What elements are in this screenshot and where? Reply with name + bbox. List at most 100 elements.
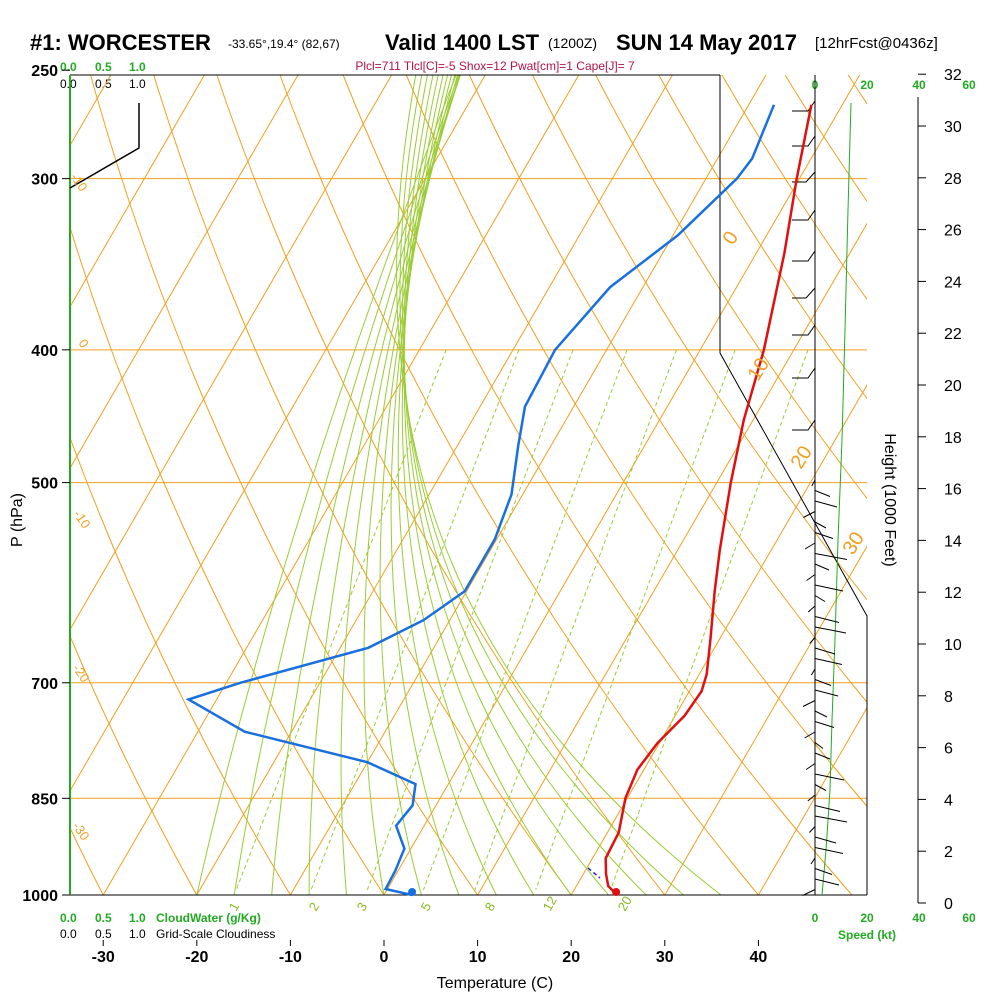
dry-adiabat-label-2: -20 (70, 661, 93, 685)
wind-speed-label: Speed (kt) (838, 928, 896, 942)
cloudiness-profile (69, 103, 140, 189)
plot-frame (69, 74, 868, 896)
dry-adiabat-20 (153, 75, 572, 895)
cloudiness-label: Grid-Scale Cloudiness (156, 927, 275, 941)
wind-barb-lower-0 (811, 479, 816, 487)
wind-barb-lower-37 (814, 868, 833, 875)
temperature-axis: -30 -20 -10 0 10 20 30 40 (92, 940, 768, 966)
moist-adiabat-4 (379, 75, 456, 895)
dry-adiabat-label-0: 0 (76, 336, 92, 351)
height-tick-label-2: 2 (944, 844, 953, 861)
wind-barb-upper-3 (792, 209, 816, 221)
wind-barb-lower-2 (814, 500, 838, 508)
mixing-ratio-line-4 (474, 349, 677, 890)
wind-barb-lower-17 (814, 658, 843, 665)
isotherm-0 (383, 75, 861, 895)
wind-barb-lower-11 (814, 595, 826, 602)
height-tick-label-6: 6 (944, 741, 953, 758)
dry-adiabat-label-1: -10 (71, 507, 94, 531)
skewt-background-lines (70, 75, 1000, 895)
wind-barb-lower-34 (814, 836, 837, 844)
mixing-ratio-label-1: 2 (306, 900, 323, 914)
wind-barb-lower-22 (814, 710, 828, 718)
moist-adiabat-36 (396, 75, 722, 895)
parcel-path (587, 867, 601, 879)
dry-adiabat-80 (532, 75, 867, 601)
wind-barb-lower-23 (814, 721, 835, 728)
dry-adiabat-label-4: -10 (68, 170, 91, 194)
pressure-tick-label-1000: 1000 (22, 888, 58, 905)
wind-barb-lower-13 (814, 616, 840, 623)
wind-barb-lower-18 (810, 668, 816, 676)
isotherm--40 (70, 75, 486, 792)
isotherm-40 (757, 706, 867, 895)
height-tick-label-32: 32 (944, 67, 962, 84)
height-tick-label-20: 20 (944, 378, 962, 395)
height-tick-label-18: 18 (944, 430, 962, 447)
isotherm--30 (102, 75, 580, 895)
isotherm--20 (196, 75, 673, 895)
isotherm--70 (70, 75, 205, 308)
mixing-ratio-line-2 (366, 349, 574, 890)
sounding-parameters: Plcl=711 Tlcl[C]=-5 Shox=12 Pwat[cm]=1 C… (355, 59, 635, 73)
height-tick-label-26: 26 (944, 223, 962, 240)
isotherm-label-1: 10 (744, 354, 774, 385)
valid-date: SUN 14 May 2017 (616, 30, 797, 55)
dry-adiabat-150 (975, 75, 1000, 895)
dry-adiabat-130 (847, 75, 867, 105)
wind-barb-lower-38 (814, 878, 840, 886)
moist-adiabat-32 (399, 75, 684, 895)
temp-tick-label-40: 40 (750, 949, 768, 966)
temp-tick-label--10: -10 (279, 949, 302, 966)
temp-tick-label--20: -20 (185, 949, 208, 966)
moist-adiabat-12 (397, 75, 497, 895)
mixing-ratio-label-2: 3 (354, 900, 371, 914)
station-title: #1: WORCESTER (30, 30, 211, 55)
height-axis-label: Height (1000 Feet) (881, 433, 898, 566)
wind-barb-upper-6 (792, 324, 816, 336)
dry-adiabat--20 (70, 634, 198, 895)
wind-scale-top-40: 40 (912, 78, 926, 92)
wind-scale-top-60: 60 (962, 78, 976, 92)
station-coords: -33.65°,19.4° (82,67) (228, 37, 340, 51)
utc-time: (1200Z) (548, 35, 597, 51)
wind-barb-lower-12 (807, 605, 816, 613)
height-tick-label-10: 10 (944, 637, 962, 654)
dry-adiabat-110 (721, 75, 867, 301)
mixing-ratio-line-0 (235, 349, 447, 890)
cloud-water-scale-0: 0.0 (60, 60, 77, 74)
wind-barb-lower-25 (814, 742, 824, 749)
height-tick-label-28: 28 (944, 171, 962, 188)
isotherm--50 (70, 75, 393, 631)
height-tick-label-22: 22 (944, 326, 962, 343)
height-tick-label-12: 12 (944, 585, 962, 602)
wind-barb-lower-1 (814, 490, 831, 497)
temp-tick-label-30: 30 (656, 949, 674, 966)
sounding-series (185, 104, 813, 897)
isotherm-label-0: 0 (719, 228, 744, 249)
wind-scale-bottom-40: 40 (912, 911, 926, 925)
height-tick-label-0: 0 (944, 896, 953, 913)
mixing-ratio-label-5: 12 (540, 893, 560, 913)
pressure-tick-label-850: 850 (31, 791, 58, 808)
temp-tick-label--30: -30 (92, 949, 115, 966)
height-tick-label-4: 4 (944, 792, 953, 809)
cloudiness-scale-bottom-0: 0.0 (60, 927, 77, 941)
dry-adiabat-label-3: -30 (70, 819, 93, 843)
isotherm-10 (477, 222, 867, 895)
wind-barb-lower-32 (814, 815, 848, 823)
wind-barb-lower-9 (806, 574, 816, 581)
mixing-ratio-label-6: 20 (615, 893, 635, 913)
wind-barb-lower-39 (802, 889, 816, 896)
temp-tick-label-20: 20 (562, 949, 580, 966)
wind-barb-lower-21 (802, 700, 816, 707)
wind-barb-lower-20 (814, 689, 839, 697)
cloud-scale-bottom: 0.0 0.5 1.0 CloudWater (g/Kg) 0.0 0.5 1.… (60, 911, 275, 941)
wind-barb-lower-6 (804, 542, 816, 550)
cloud-water-scale-bottom-2: 1.0 (129, 911, 146, 925)
wind-barb-upper-1 (792, 135, 816, 147)
pressure-tick-label-500: 500 (31, 476, 58, 493)
cloudiness-scale-bottom-2: 1.0 (129, 927, 146, 941)
isotherm-20 (570, 384, 867, 895)
